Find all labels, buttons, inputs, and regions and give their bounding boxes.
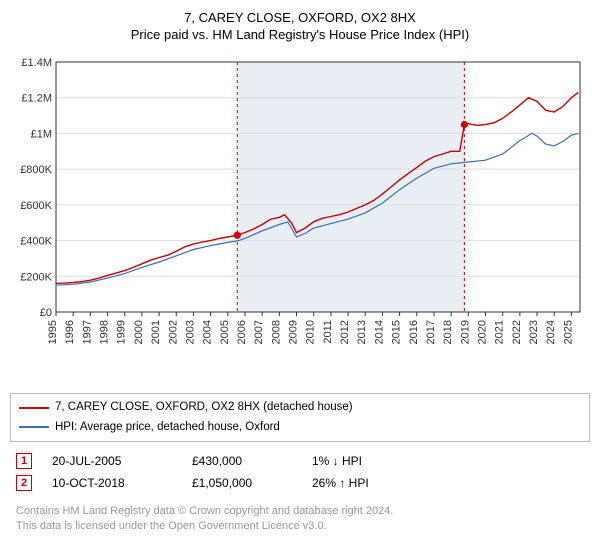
svg-text:1999: 1999 <box>116 320 128 344</box>
svg-text:2018: 2018 <box>442 320 454 344</box>
svg-text:2021: 2021 <box>494 320 506 344</box>
svg-text:2005: 2005 <box>219 320 231 344</box>
svg-text:£0: £0 <box>40 307 52 319</box>
legend-swatch <box>19 407 49 409</box>
svg-text:£200K: £200K <box>20 271 52 283</box>
sales-table: 1 20-JUL-2005 £430,000 1% ↓ HPI 2 10-OCT-2018… <box>10 450 590 494</box>
svg-text:£600K: £600K <box>20 200 52 212</box>
sale-vs-hpi: 26% ↑ HPI <box>312 476 412 490</box>
chart-plot-area: £0 £200K £400K £600K £800K £1M £1.2M £1.4M 1995 1… <box>10 52 590 387</box>
price-chart-svg: £0 £200K £400K £600K £800K £1M £1.2M £1.4M 1995 1… <box>10 52 586 382</box>
sale-date: 10-OCT-2018 <box>52 476 172 490</box>
svg-text:1998: 1998 <box>99 320 111 344</box>
sale-price: £430,000 <box>192 454 292 468</box>
svg-text:£400K: £400K <box>20 236 52 248</box>
sale-badge: 1 <box>16 453 32 469</box>
svg-text:2002: 2002 <box>167 320 179 344</box>
svg-text:2023: 2023 <box>528 320 540 344</box>
svg-text:£800K: £800K <box>20 164 52 176</box>
svg-text:2010: 2010 <box>305 320 317 344</box>
svg-text:2017: 2017 <box>425 320 437 344</box>
legend-item: HPI: Average price, detached house, Oxfo… <box>19 418 581 438</box>
legend-swatch <box>19 426 49 428</box>
svg-text:2024: 2024 <box>545 320 557 344</box>
legend-label: HPI: Average price, detached house, Oxfo… <box>55 418 280 438</box>
sale-price: £1,050,000 <box>192 476 292 490</box>
sale-row: 2 10-OCT-2018 £1,050,000 26% ↑ HPI <box>10 472 590 494</box>
svg-text:2011: 2011 <box>322 320 334 344</box>
legend-label: 7, CAREY CLOSE, OXFORD, OX2 8HX (detache… <box>55 398 353 418</box>
svg-text:2001: 2001 <box>150 320 162 344</box>
svg-text:2013: 2013 <box>356 320 368 344</box>
sale-row: 1 20-JUL-2005 £430,000 1% ↓ HPI <box>10 450 590 472</box>
svg-text:£1M: £1M <box>31 128 52 140</box>
footer-attribution: Contains HM Land Registry data © Crown c… <box>10 504 590 535</box>
svg-text:2022: 2022 <box>511 320 523 344</box>
svg-text:2016: 2016 <box>408 320 420 344</box>
sale-vs-hpi: 1% ↓ HPI <box>312 454 412 468</box>
svg-text:2008: 2008 <box>270 320 282 344</box>
chart-title: 7, CAREY CLOSE, OXFORD, OX2 8HX <box>10 10 590 25</box>
svg-text:2019: 2019 <box>459 320 471 344</box>
sale-badge: 2 <box>16 475 32 491</box>
chart-subtitle: Price paid vs. HM Land Registry's House … <box>10 27 590 42</box>
svg-text:2003: 2003 <box>184 320 196 344</box>
svg-text:2009: 2009 <box>288 320 300 344</box>
svg-text:2014: 2014 <box>373 320 385 344</box>
footer-line-1: Contains HM Land Registry data © Crown c… <box>16 504 584 519</box>
svg-text:2007: 2007 <box>253 320 265 344</box>
svg-text:2020: 2020 <box>477 320 489 344</box>
chart-container: { "header": { "title": "7, CAREY CLOSE, … <box>0 0 600 545</box>
legend-box: 7, CAREY CLOSE, OXFORD, OX2 8HX (detache… <box>10 393 590 442</box>
legend-item: 7, CAREY CLOSE, OXFORD, OX2 8HX (detache… <box>19 398 581 418</box>
svg-text:1996: 1996 <box>64 320 76 344</box>
svg-text:£1.2M: £1.2M <box>21 93 52 105</box>
svg-text:2015: 2015 <box>391 320 403 344</box>
svg-text:2000: 2000 <box>133 320 145 344</box>
svg-text:1997: 1997 <box>81 320 93 344</box>
svg-text:2025: 2025 <box>562 320 574 344</box>
svg-text:2006: 2006 <box>236 320 248 344</box>
footer-line-2: This data is licensed under the Open Gov… <box>16 519 584 534</box>
sale-date: 20-JUL-2005 <box>52 454 172 468</box>
svg-text:2004: 2004 <box>202 320 214 344</box>
svg-text:1995: 1995 <box>47 320 59 344</box>
svg-text:2012: 2012 <box>339 320 351 344</box>
svg-text:£1.4M: £1.4M <box>21 57 52 69</box>
